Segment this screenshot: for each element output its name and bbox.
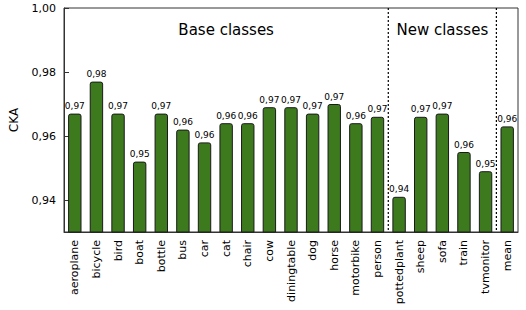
svg-text:chair: chair <box>241 240 254 268</box>
svg-text:0,97: 0,97 <box>411 104 431 114</box>
svg-text:sheep: sheep <box>414 240 427 273</box>
svg-text:0,97: 0,97 <box>108 101 128 111</box>
svg-text:bus: bus <box>176 240 189 260</box>
svg-text:0,97: 0,97 <box>432 101 452 111</box>
svg-text:0,97: 0,97 <box>259 95 279 105</box>
svg-text:0,96: 0,96 <box>216 111 236 121</box>
svg-text:0,96: 0,96 <box>454 140 474 150</box>
svg-text:bottle: bottle <box>155 240 168 272</box>
svg-text:diningtable: diningtable <box>285 240 298 302</box>
svg-text:aeroplane: aeroplane <box>68 240 81 295</box>
svg-text:0,98: 0,98 <box>86 69 106 79</box>
svg-text:Base classes: Base classes <box>178 21 274 39</box>
svg-text:0,96: 0,96 <box>32 130 57 143</box>
svg-text:CKA: CKA <box>7 107 21 132</box>
svg-text:0,95: 0,95 <box>476 159 496 169</box>
svg-text:0,96: 0,96 <box>346 111 366 121</box>
svg-text:bird: bird <box>112 240 125 261</box>
svg-text:0,97: 0,97 <box>303 101 323 111</box>
svg-text:0,97: 0,97 <box>324 92 344 102</box>
svg-text:0,96: 0,96 <box>238 111 258 121</box>
svg-text:mean: mean <box>501 240 514 271</box>
svg-text:bicycle: bicycle <box>90 240 103 279</box>
svg-text:cat: cat <box>220 239 233 257</box>
svg-text:0,98: 0,98 <box>32 66 57 79</box>
svg-text:0,97: 0,97 <box>151 101 171 111</box>
svg-text:person: person <box>371 240 384 278</box>
svg-text:boat: boat <box>133 239 146 264</box>
svg-text:0,94: 0,94 <box>389 184 409 194</box>
svg-text:car: car <box>198 240 211 258</box>
svg-text:0,96: 0,96 <box>497 114 517 124</box>
svg-text:0,95: 0,95 <box>130 149 150 159</box>
svg-text:0,97: 0,97 <box>367 104 387 114</box>
svg-text:0,96: 0,96 <box>173 117 193 127</box>
svg-text:0,96: 0,96 <box>195 130 215 140</box>
svg-text:0,94: 0,94 <box>32 194 57 207</box>
svg-text:tvmonitor: tvmonitor <box>479 240 492 294</box>
svg-text:sofa: sofa <box>436 240 449 263</box>
svg-text:cow: cow <box>263 240 276 262</box>
svg-text:motorbike: motorbike <box>349 240 362 296</box>
svg-text:New classes: New classes <box>396 21 488 39</box>
svg-text:dog: dog <box>306 240 319 261</box>
svg-text:0,97: 0,97 <box>65 101 85 111</box>
svg-text:train: train <box>457 240 470 266</box>
svg-text:1,00: 1,00 <box>32 2 57 15</box>
svg-text:pottedplant: pottedplant <box>393 239 406 304</box>
svg-text:horse: horse <box>328 240 341 271</box>
svg-text:0,97: 0,97 <box>281 95 301 105</box>
